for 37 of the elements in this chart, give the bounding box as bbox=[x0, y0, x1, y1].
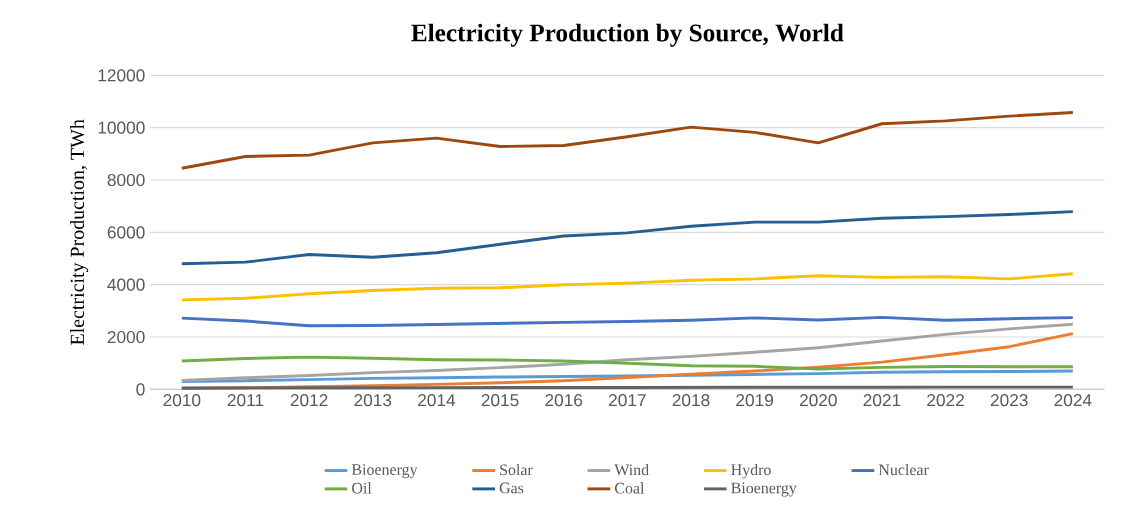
x-tick-label: 2017 bbox=[609, 394, 646, 407]
line-series bbox=[180, 322, 1075, 382]
x-tick-label: 2013 bbox=[354, 394, 392, 407]
legend-label: Bioenergy bbox=[731, 482, 797, 497]
legend-label: Nuclear bbox=[878, 463, 929, 476]
x-tick-label: 2011 bbox=[227, 394, 264, 407]
y-tick-label: 8000 bbox=[107, 173, 145, 187]
legend-label: Oil bbox=[352, 482, 372, 494]
y-tick-label: 6000 bbox=[107, 226, 145, 239]
legend-label: Bioenergy bbox=[351, 464, 418, 479]
y-tick-label: 2000 bbox=[107, 330, 145, 344]
line-series bbox=[180, 272, 1075, 302]
legend-label: Coal bbox=[615, 482, 645, 494]
x-tick-label: 2016 bbox=[545, 394, 583, 407]
x-tick-label: 2020 bbox=[799, 394, 837, 407]
y-tick-label: 4000 bbox=[107, 278, 145, 291]
x-tick-label: 2014 bbox=[418, 394, 456, 407]
y-tick-label: 10000 bbox=[98, 121, 145, 134]
x-tick-label: 2012 bbox=[290, 394, 328, 407]
x-tick-label: 2024 bbox=[1054, 394, 1092, 407]
y-tick-label: 12000 bbox=[98, 69, 145, 82]
chart-title: Electricity Production by Source, World bbox=[411, 23, 844, 47]
x-tick-label: 2021 bbox=[863, 394, 901, 407]
x-tick-label: 2023 bbox=[990, 394, 1028, 407]
legend-label: Wind bbox=[614, 463, 649, 476]
x-tick-label: 2010 bbox=[163, 394, 201, 407]
y-axis-title: Electricity Production, TWh bbox=[70, 119, 89, 345]
line-series bbox=[180, 355, 1075, 371]
legend-label: Gas bbox=[499, 482, 524, 494]
y-tick-label: 0 bbox=[136, 383, 145, 396]
x-tick-label: 2015 bbox=[481, 394, 519, 407]
x-tick-label: 2022 bbox=[927, 394, 964, 407]
legend-label: Hydro bbox=[731, 463, 771, 479]
legend-label: Solar bbox=[500, 463, 533, 476]
x-tick-label: 2018 bbox=[672, 394, 710, 407]
x-tick-label: 2019 bbox=[736, 394, 774, 407]
line-series bbox=[180, 111, 1075, 170]
